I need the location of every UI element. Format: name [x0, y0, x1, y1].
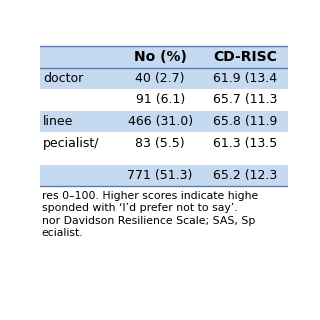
Bar: [40, 46, 288, 68]
Text: 61.3 (13.5: 61.3 (13.5: [213, 137, 277, 150]
Bar: [40, 68, 288, 89]
Text: CD-RISC: CD-RISC: [213, 50, 277, 64]
Text: 61.9 (13.4: 61.9 (13.4: [213, 72, 277, 85]
Text: 771 (51.3): 771 (51.3): [127, 169, 193, 182]
Text: 65.7 (11.3: 65.7 (11.3: [213, 93, 277, 107]
Text: No (%): No (%): [134, 50, 187, 64]
Text: nor Davidson Resilience Scale; SAS, Sp: nor Davidson Resilience Scale; SAS, Sp: [42, 215, 255, 226]
Text: res 0–100. Higher scores indicate highe: res 0–100. Higher scores indicate highe: [42, 191, 258, 201]
Bar: [40, 132, 288, 154]
Bar: [40, 165, 288, 186]
Text: 65.8 (11.9: 65.8 (11.9: [213, 115, 277, 128]
Text: doctor: doctor: [43, 72, 83, 85]
Text: linee: linee: [43, 115, 74, 128]
Text: ecialist.: ecialist.: [42, 228, 83, 238]
Bar: [40, 89, 288, 111]
Text: sponded with ‘I’d prefer not to say’.: sponded with ‘I’d prefer not to say’.: [42, 203, 237, 213]
Text: 65.2 (12.3: 65.2 (12.3: [213, 169, 277, 182]
Text: 91 (6.1): 91 (6.1): [135, 93, 185, 107]
Bar: [40, 111, 288, 132]
Bar: [40, 154, 288, 165]
Text: 466 (31.0): 466 (31.0): [128, 115, 193, 128]
Text: 40 (2.7): 40 (2.7): [135, 72, 185, 85]
Text: pecialist/: pecialist/: [43, 137, 100, 150]
Text: 83 (5.5): 83 (5.5): [135, 137, 185, 150]
